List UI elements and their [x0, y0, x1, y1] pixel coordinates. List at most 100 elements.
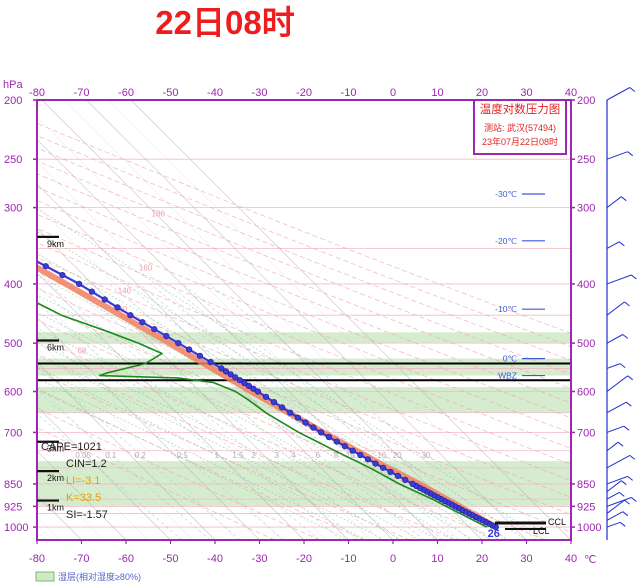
wind-barb-flag: [624, 301, 630, 307]
wind-barb-flag: [629, 455, 636, 460]
wind-barb: [606, 274, 632, 285]
wind-barb: [606, 511, 624, 521]
temp-label-bottom: -50: [163, 553, 179, 565]
wind-barb: [606, 375, 629, 392]
temp-label-bottom: 10: [431, 553, 443, 565]
temp-label-bottom: -10: [341, 553, 357, 565]
legend-swatch: [35, 571, 55, 582]
stability-index: LI=-3.1: [66, 475, 101, 487]
mixing-ratio-label: 3: [274, 451, 279, 460]
info-box-time: 23年07月22日08时: [482, 136, 558, 147]
wind-barb: [606, 480, 622, 493]
temp-label-top: -30: [252, 87, 268, 99]
temperature-point: [10, 246, 16, 252]
mixing-ratio-label: 0.05: [75, 451, 91, 460]
adiabat-label: 140: [118, 287, 132, 296]
isotherm-line: [37, 139, 438, 540]
temperature-point: [151, 326, 158, 333]
pressure-label-left: 850: [4, 479, 22, 491]
temp-label-bottom: -70: [74, 553, 90, 565]
mixing-ratio-label: 0.5: [177, 451, 189, 460]
dry-adiabat: [37, 213, 571, 434]
wind-barb-flag: [624, 499, 630, 505]
dry-adiabat: [37, 147, 571, 361]
dry-adiabat: [37, 336, 501, 540]
isotherm-line: [41, 100, 483, 540]
isotherm-line: [37, 183, 394, 540]
annotations: -30℃ -20℃ -10℃ 0℃ WBZ CAPE=1021 CIN=1.2 LI=-3.1…: [41, 189, 566, 540]
temperature-point: [294, 414, 302, 421]
wind-barb: [606, 151, 628, 160]
temp-label-bottom: 40: [565, 553, 577, 565]
isotherm-line: [86, 100, 527, 540]
mixing-ratio-line: [37, 330, 284, 540]
pressure-label-right: 500: [577, 338, 595, 350]
ccl-label: CCL: [548, 517, 566, 527]
y-axis-unit: hPa: [3, 79, 23, 91]
dry-adiabat: [37, 427, 275, 540]
wind-barb-flag: [627, 151, 634, 157]
temp-label-top: -40: [207, 87, 223, 99]
temp-label-top: -10: [341, 87, 357, 99]
temperature-point: [232, 374, 239, 381]
pressure-label-right: 850: [577, 479, 595, 491]
mixing-ratio-label: 0.2: [135, 451, 147, 460]
legend-label: 湿层(相对湿度≥80%): [58, 571, 141, 582]
wind-barb-flag: [619, 521, 626, 527]
isotherm-label: -10℃: [495, 304, 517, 314]
dry-adiabat: [37, 389, 366, 540]
height-mark-label: 2km: [47, 473, 64, 483]
mixing-ratio-label: 6: [316, 451, 321, 460]
moist-adiabat: [37, 231, 527, 540]
temp-label-bottom: 0: [390, 553, 396, 565]
wind-barb-flag: [619, 363, 626, 368]
isotherm-line: [37, 294, 282, 540]
pressure-label-left: 925: [4, 501, 22, 513]
wind-barb-flag: [625, 401, 632, 407]
moist-adiabat: [37, 355, 403, 540]
temperature-point: [241, 379, 248, 387]
wind-profile: [606, 87, 637, 540]
height-mark-label: 3km: [47, 444, 64, 454]
wind-barb-flag: [618, 492, 625, 497]
temperature-point: [357, 451, 364, 459]
temperature-point: [387, 468, 394, 476]
temperature-point: [59, 272, 66, 279]
temperature-point: [333, 438, 340, 445]
temperature-point: [287, 409, 294, 416]
wind-barb-flag: [631, 497, 637, 502]
temperature-point: [114, 304, 121, 311]
dry-adiabat: [37, 319, 546, 540]
mixing-ratio-line: [48, 283, 358, 540]
mixing-ratio-line: [108, 283, 425, 540]
wind-barb: [606, 497, 632, 507]
temperature-point: [163, 333, 170, 340]
wind-barb: [606, 425, 625, 433]
temperature-point: [139, 319, 146, 326]
temperature-point: [364, 456, 372, 463]
moist-layer-band: [37, 332, 571, 344]
temperature-point: [325, 433, 333, 441]
temp-label-top: 20: [476, 87, 488, 99]
dewpoint-line: [37, 301, 488, 528]
wind-barb-flag: [620, 480, 627, 486]
wind-barb: [606, 241, 620, 249]
temp-label-top: 40: [565, 87, 577, 99]
temp-label-bottom: 30: [520, 553, 532, 565]
wind-barb-flag: [617, 441, 624, 447]
pressure-label-left: 400: [4, 279, 22, 291]
temperature-point: [88, 288, 95, 295]
temp-label-top: 0: [390, 87, 396, 99]
temperature-point: [380, 464, 387, 471]
chart-title: 22日08时: [155, 4, 294, 41]
adiabat-label: 180: [152, 209, 166, 218]
info-box: [473, 99, 567, 155]
moist-adiabat: [37, 312, 456, 540]
adiabat-label: 80: [6, 320, 15, 329]
temperature-point: [279, 404, 286, 411]
mixing-ratio-label: 4: [291, 451, 296, 460]
pressure-label-right: 300: [577, 203, 595, 215]
info-box-station: 测站: 武汉(57494): [484, 122, 556, 133]
mixing-ratio-line: [208, 283, 537, 540]
